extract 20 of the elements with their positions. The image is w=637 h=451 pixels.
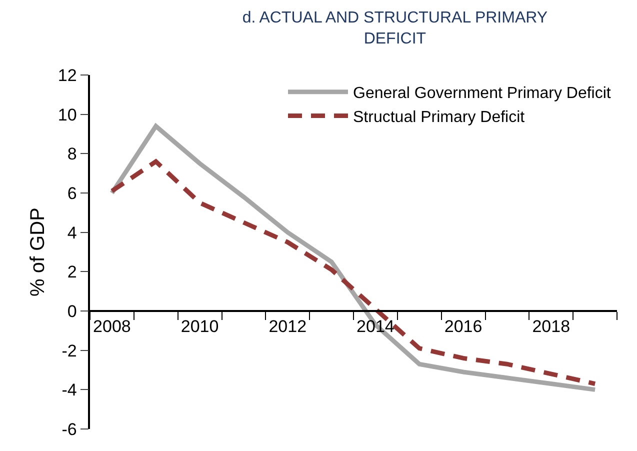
y-axis-title: % of GDP [26,208,49,296]
y-tick-label: -6 [62,420,77,439]
y-tick-label: 0 [67,302,77,321]
y-tick-label: 12 [58,66,77,85]
x-tick-label: 2016 [444,317,482,336]
legend-label: General Government Primary Deficit [353,85,612,102]
y-tick-label: -2 [62,341,77,360]
x-tick-label: 2008 [93,317,131,336]
legend-label: Structual Primary Deficit [353,108,526,126]
y-tick-label: -4 [62,380,77,400]
chart-title: d. ACTUAL AND STRUCTURAL PRIMARY DEFICIT [242,10,548,48]
x-tick-label: 2010 [180,317,219,336]
y-tick-label: 10 [58,105,77,124]
x-tick-label: 2012 [268,317,307,336]
x-tick-label: 2014 [356,317,394,336]
y-tick-label: 2 [67,262,77,282]
y-tick-label: 6 [67,184,77,203]
y-tick-label: 4 [67,223,77,242]
x-tick-label: 2018 [532,317,570,336]
y-tick-label: 8 [67,144,77,164]
